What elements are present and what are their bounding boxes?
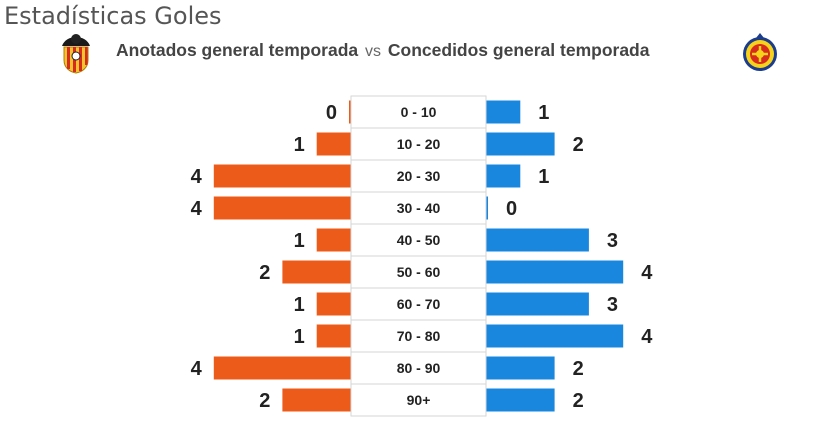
home-value-label: 4 — [191, 358, 203, 380]
away-bar — [486, 164, 521, 188]
home-bar — [213, 164, 351, 188]
home-bar — [316, 132, 351, 156]
home-bar-zero-marker — [349, 100, 351, 124]
category-label: 70 - 80 — [397, 328, 441, 344]
away-value-label: 1 — [538, 166, 549, 188]
valencia-crest-icon — [62, 34, 90, 74]
home-value-label: 2 — [259, 390, 270, 412]
category-label-box — [350, 127, 487, 161]
home-value-label: 4 — [191, 166, 203, 188]
home-bar — [213, 196, 351, 220]
away-value-label: 2 — [573, 390, 584, 412]
away-bar — [486, 260, 624, 284]
category-label: 10 - 20 — [397, 136, 441, 152]
category-label: 40 - 50 — [397, 232, 441, 248]
vs-label: vs — [365, 43, 382, 60]
category-label-box — [350, 255, 487, 289]
away-bar — [486, 132, 555, 156]
home-bar — [316, 228, 351, 252]
home-value-label: 2 — [259, 262, 270, 284]
category-label: 80 - 90 — [397, 360, 441, 376]
home-value-label: 1 — [294, 326, 305, 348]
away-value-label: 2 — [573, 358, 584, 380]
category-label-box — [350, 159, 487, 193]
home-bar — [213, 356, 351, 380]
category-label-box — [350, 351, 487, 385]
home-value-label: 1 — [294, 134, 305, 156]
away-value-label: 4 — [641, 326, 653, 348]
away-bar — [486, 388, 555, 412]
matchup-header: Anotados general temporada vs Concedidos… — [0, 33, 837, 74]
category-label-box — [350, 383, 487, 417]
away-bar-zero-marker — [486, 196, 488, 220]
away-value-label: 4 — [641, 262, 653, 284]
home-bar — [282, 260, 351, 284]
away-value-label: 3 — [607, 230, 618, 252]
category-label-box — [350, 95, 487, 129]
away-value-label: 2 — [573, 134, 584, 156]
category-label-box — [350, 287, 487, 321]
away-bar — [486, 356, 555, 380]
home-value-label: 1 — [294, 230, 305, 252]
category-label-box — [350, 319, 487, 353]
away-bar — [486, 100, 521, 124]
away-bar — [486, 324, 624, 348]
category-label: 30 - 40 — [397, 200, 441, 216]
category-label-box — [350, 223, 487, 257]
matchup-title: Anotados general temporada vs Concedidos… — [116, 40, 649, 61]
home-value-label: 1 — [294, 294, 305, 316]
away-series-label: Concedidos general temporada — [387, 40, 650, 60]
villarreal-crest-icon — [743, 33, 777, 71]
home-value-label: 4 — [191, 198, 203, 220]
category-label: 0 - 10 — [401, 104, 437, 120]
home-bar — [316, 292, 351, 316]
home-bar — [282, 388, 351, 412]
away-bar — [486, 292, 589, 316]
away-bar — [486, 228, 589, 252]
home-value-label: 0 — [326, 102, 337, 124]
away-value-label: 3 — [607, 294, 618, 316]
page-title: Estadísticas Goles — [4, 2, 222, 30]
away-value-label: 1 — [538, 102, 549, 124]
away-value-label: 0 — [506, 198, 517, 220]
home-series-label: Anotados general temporada — [116, 40, 359, 60]
category-label: 20 - 30 — [397, 168, 441, 184]
home-bar — [316, 324, 351, 348]
category-label: 60 - 70 — [397, 296, 441, 312]
category-label: 90+ — [407, 392, 431, 408]
category-label: 50 - 60 — [397, 264, 441, 280]
